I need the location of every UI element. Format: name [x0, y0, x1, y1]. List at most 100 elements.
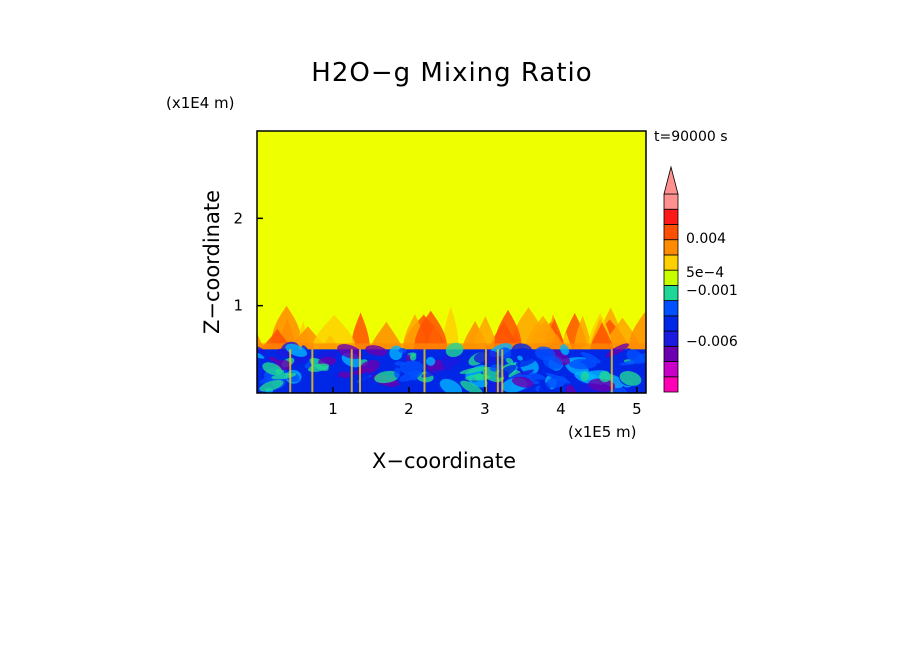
lower-eddy: [257, 345, 266, 354]
colorbar-swatch: [663, 315, 679, 332]
lower-eddy: [588, 378, 616, 392]
colorbar-swatch: [663, 361, 679, 378]
x-tick-label: 4: [556, 400, 566, 418]
updraft-stem: [423, 349, 426, 393]
lower-eddy: [545, 372, 571, 384]
x-axis-unit: (x1E5 m): [568, 423, 637, 441]
lower-eddy: [421, 369, 441, 378]
lower-eddy: [374, 370, 400, 384]
lower-eddy: [398, 370, 423, 382]
plume-shape: [414, 310, 448, 350]
colorbar-swatch: [663, 300, 679, 317]
plume-shape: [628, 312, 646, 350]
lower-eddy: [475, 373, 484, 381]
lower-eddy: [580, 371, 590, 382]
plot-frame: [256, 130, 647, 394]
plume-shape: [473, 316, 497, 350]
lower-eddy: [365, 345, 388, 357]
lower-eddy: [565, 384, 577, 393]
x-tick-label: 3: [480, 400, 490, 418]
lower-eddy: [459, 366, 488, 374]
x-tick-label: 5: [632, 400, 642, 418]
colorbar-label: 5e−4: [686, 265, 724, 281]
lower-eddy: [505, 357, 514, 364]
updraft-stem: [358, 349, 361, 393]
y-tick-label: 1: [233, 297, 243, 315]
plume-shape: [370, 321, 403, 350]
y-axis-title: Z−coordinate: [200, 190, 224, 334]
lower-eddy: [534, 346, 556, 361]
colorbar-swatch: [663, 345, 679, 362]
updraft-stem: [496, 349, 499, 393]
plume-shape: [525, 315, 561, 350]
lower-eddy: [338, 371, 351, 379]
colorbar-swatch: [663, 376, 679, 393]
colorbar: 0.004 5e−4 −0.001 −0.006: [663, 165, 738, 393]
lower-eddy: [460, 380, 483, 393]
colorbar-swatch: [663, 269, 679, 286]
plume-shape: [494, 309, 522, 350]
lower-eddy: [268, 356, 279, 363]
colorbar-swatch: [663, 284, 679, 302]
updraft-stem: [610, 349, 613, 393]
updraft-stem: [350, 349, 353, 393]
plume-shape: [443, 306, 459, 350]
plume-shape: [590, 322, 614, 350]
lower-eddy: [439, 378, 462, 393]
lower-eddy: [394, 367, 401, 379]
colorbar-swatch: [663, 193, 679, 210]
lower-eddy: [538, 382, 551, 393]
lower-eddy: [359, 370, 370, 387]
lower-eddy: [560, 344, 570, 356]
lower-eddy: [290, 354, 311, 365]
plume-shape: [351, 312, 370, 350]
plume-shape: [574, 315, 592, 350]
lower-eddy: [619, 371, 642, 386]
y-axis: 12: [233, 209, 263, 315]
y-tick-label: 2: [233, 209, 243, 227]
updraft-stem: [501, 349, 504, 393]
lower-eddy: [337, 343, 363, 359]
lower-eddy: [626, 349, 643, 363]
colorbar-swatch: [663, 254, 679, 271]
lower-eddy: [262, 362, 283, 376]
lower-eddy: [394, 361, 405, 366]
lower-eddy: [633, 364, 646, 376]
colorbar-extend-arrow: [663, 165, 679, 195]
lower-eddy: [409, 353, 417, 361]
lower-eddy: [398, 348, 407, 354]
x-tick-label: 1: [328, 400, 338, 418]
plume-shape: [312, 315, 357, 350]
chart-title: H2O−g Mixing Ratio: [311, 58, 593, 88]
lower-eddy: [517, 355, 523, 361]
colorbar-swatch: [663, 330, 679, 347]
z-axis-unit: (x1E4 m): [166, 94, 235, 112]
updraft-stem: [311, 349, 314, 393]
x-axis-title: X−coordinate: [372, 449, 516, 473]
lower-eddy: [581, 352, 601, 364]
updraft-stem: [289, 349, 292, 393]
contour-field: [257, 131, 646, 393]
lower-layer: [257, 341, 646, 393]
lower-eddy: [599, 370, 611, 383]
lower-eddy: [568, 358, 597, 370]
time-label: t=90000 s: [654, 129, 728, 145]
x-axis: 1 2 3 4 5: [328, 387, 642, 418]
lower-eddy: [511, 376, 534, 388]
lower-eddy: [489, 363, 503, 372]
lower-eddy: [443, 361, 453, 372]
colorbar-swatch: [663, 208, 679, 225]
lower-eddy: [426, 356, 436, 366]
x-tick-label: 2: [404, 400, 414, 418]
lower-eddy: [352, 367, 371, 375]
colorbar-swatch: [663, 224, 679, 241]
lower-eddy: [275, 348, 290, 357]
colorbar-label: −0.006: [686, 334, 738, 350]
lower-eddy: [515, 356, 537, 368]
lower-eddy: [259, 379, 284, 392]
colorbar-swatch: [663, 239, 679, 256]
colorbar-label: 0.004: [686, 231, 726, 247]
lower-eddy: [511, 343, 533, 360]
colorbar-label: −0.001: [686, 283, 738, 299]
